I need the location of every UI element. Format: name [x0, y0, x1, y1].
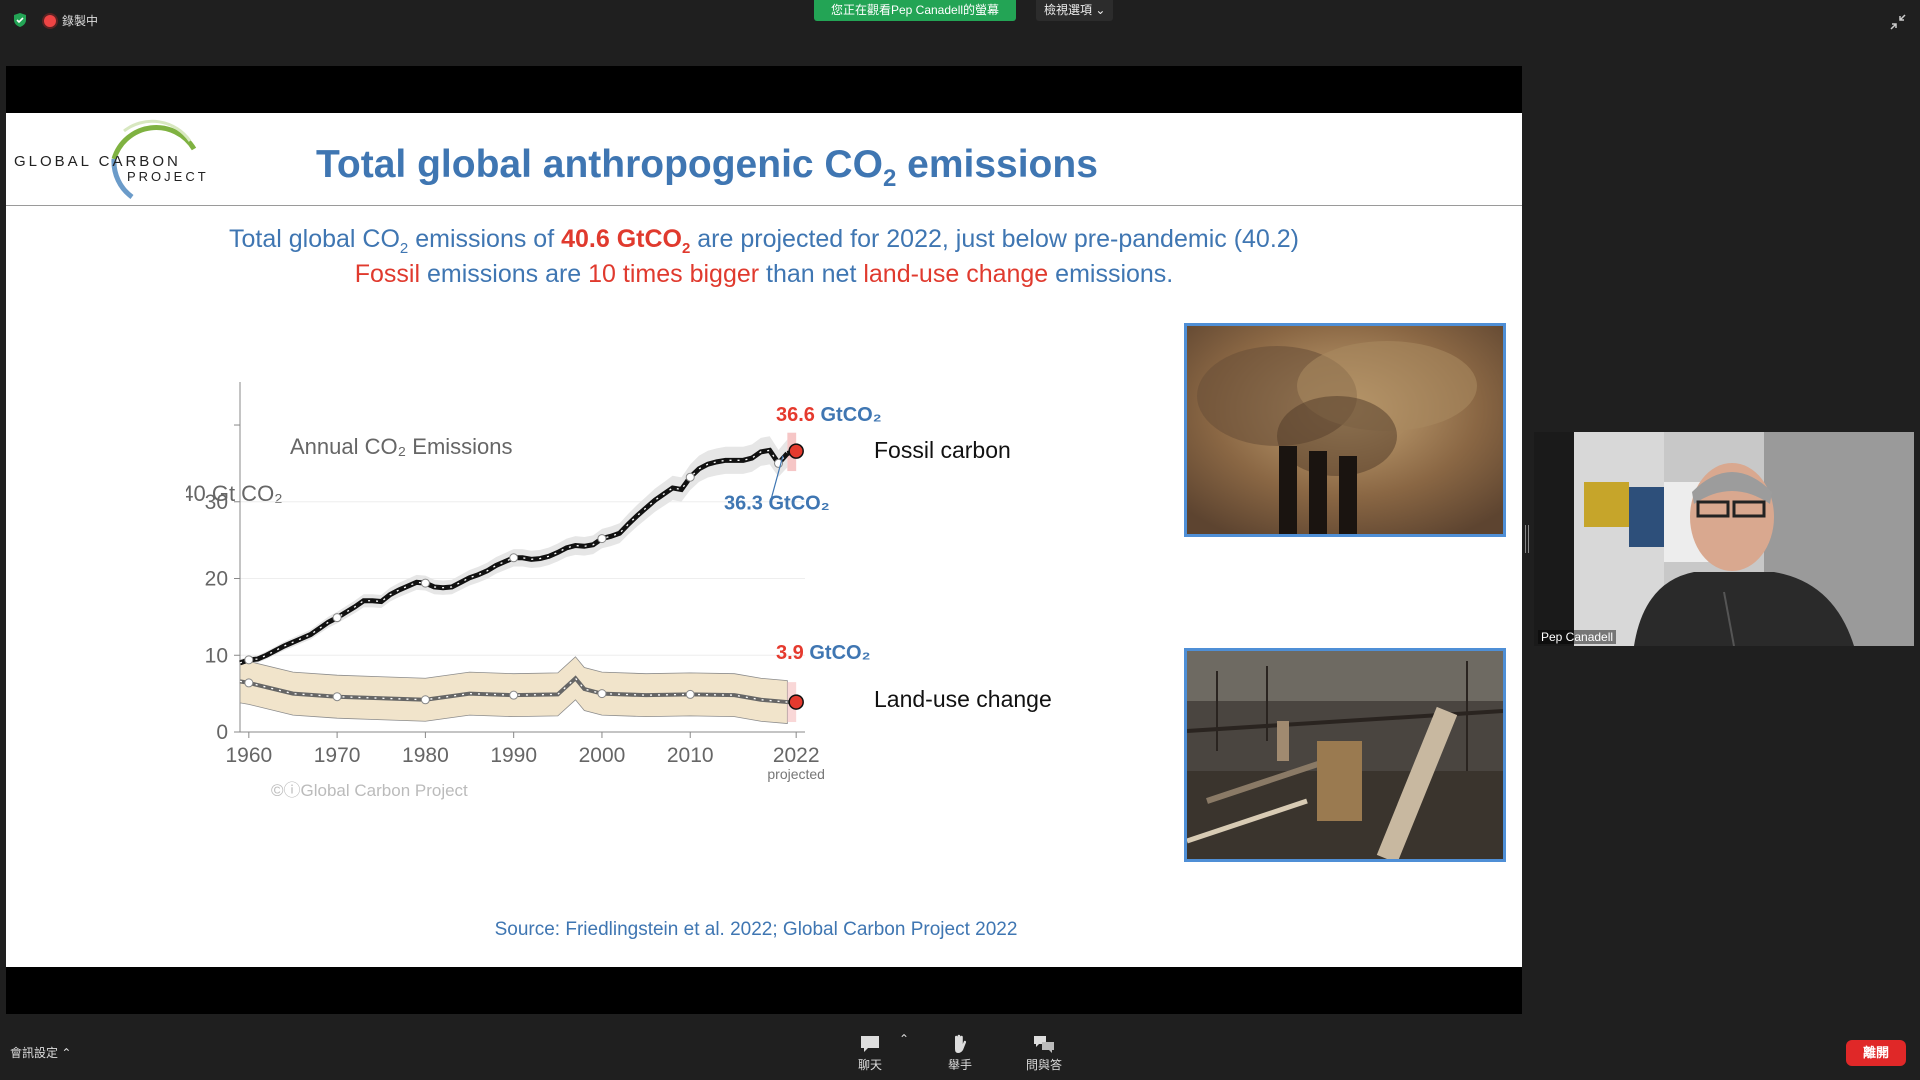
chat-icon: [861, 1036, 879, 1052]
deforestation-photo: [1184, 648, 1506, 862]
y-tick-label: 20: [205, 568, 228, 591]
luc-2022-label: 3.9 GtCO₂: [776, 642, 870, 664]
leave-button[interactable]: 離開: [1846, 1040, 1906, 1066]
y-tick-label: 0: [216, 721, 228, 744]
y-tick-label: 30: [205, 491, 228, 514]
audio-settings-button[interactable]: 會訊設定 ⌃: [10, 1046, 72, 1060]
view-options-button[interactable]: 檢視選項 ⌄: [1036, 0, 1114, 21]
logo-text-line1: GLOBAL CARBON: [14, 153, 181, 170]
shield-icon[interactable]: [12, 12, 28, 28]
x-tick-label: 2010: [667, 744, 714, 767]
qa-label: 問與答: [1025, 1058, 1062, 1072]
fossil-point: [685, 472, 695, 482]
shared-screen: GLOBAL CARBON PROJECT Total global anthr…: [6, 66, 1522, 1014]
participant-name-label: Pep Canadell: [1538, 630, 1617, 644]
x-tick-label: 1980: [402, 744, 449, 767]
participant-video-tile[interactable]: Pep Canadell: [1534, 432, 1914, 646]
hand-icon: [955, 1034, 967, 1053]
chart-title: Annual CO₂ Emissions: [290, 434, 513, 459]
x-tick-label: 2022: [773, 744, 820, 767]
fossil-point: [597, 534, 607, 544]
fossil-uncertainty-band: [240, 436, 788, 667]
panel-resize-handle[interactable]: [1525, 525, 1529, 553]
recording-icon: [44, 14, 56, 27]
luc-point: [420, 695, 430, 705]
recording-label: 錄製中: [62, 14, 99, 28]
fossil-point: [509, 553, 519, 563]
x-tick-note: projected: [767, 766, 825, 782]
fossil-point: [420, 578, 430, 588]
presentation-slide: GLOBAL CARBON PROJECT Total global anthr…: [6, 113, 1522, 967]
luc-uncertainty-band: [239, 656, 788, 724]
luc-point: [244, 678, 254, 688]
raise-hand-button[interactable]: 舉手: [930, 1032, 990, 1078]
chat-button[interactable]: 聊天: [840, 1032, 900, 1078]
fossil-2021-callout-line: [770, 455, 784, 499]
fossil-2022-label: 36.6 GtCO₂: [776, 404, 882, 426]
x-tick-label: 1960: [225, 744, 272, 767]
chat-options-chevron[interactable]: ⌃: [894, 1032, 914, 1078]
luc-point: [509, 690, 519, 700]
slide-title: Total global anthropogenic CO2 emissions: [316, 143, 1098, 192]
bottom-toolbar: 會訊設定 ⌃ 聊天 ⌃ 舉手 問與答 離開: [0, 1030, 1920, 1080]
chart-watermark: ©ⓘGlobal Carbon Project: [271, 781, 468, 800]
recording-indicator[interactable]: 錄製中: [44, 12, 98, 29]
y-tick-label: 10: [205, 644, 228, 667]
x-tick-label: 1990: [490, 744, 537, 767]
fossil-2021-label: 36.3 GtCO₂: [724, 492, 830, 514]
luc-point: [597, 689, 607, 699]
fossil-series-label: Fossil carbon: [874, 437, 1011, 463]
x-tick-label: 1970: [314, 744, 361, 767]
chevron-up-icon: ⌃: [898, 1032, 910, 1046]
viewing-screen-banner: 您正在觀看Pep Canadell的螢幕: [814, 0, 1016, 21]
participant-video-feed: [1534, 432, 1914, 646]
luc-point: [685, 689, 695, 699]
top-bar: 錄製中 您正在觀看Pep Canadell的螢幕 檢視選項 ⌄: [0, 0, 1920, 40]
luc-point: [332, 692, 342, 702]
global-carbon-project-logo: [111, 119, 197, 200]
chevron-up-icon: ⌃: [61, 1046, 72, 1060]
fossil-point: [332, 613, 342, 623]
logo-text-line2: PROJECT: [127, 169, 209, 184]
raise-hand-label: 舉手: [947, 1058, 972, 1072]
exit-fullscreen-icon[interactable]: [1888, 12, 1908, 32]
fossil-2022-point: [788, 443, 804, 459]
slide-subtitle-2: Fossil emissions are 10 times bigger tha…: [354, 260, 1174, 288]
luc-series-label: Land-use change: [874, 686, 1052, 712]
chat-label: 聊天: [857, 1058, 882, 1072]
x-tick-label: 2000: [579, 744, 626, 767]
luc-2022-point: [788, 694, 804, 710]
slide-header: GLOBAL CARBON PROJECT Total global anthr…: [6, 113, 1522, 206]
slide-source-citation: Source: Friedlingstein et al. 2022; Glob…: [494, 919, 1018, 940]
emissions-chart: Annual CO₂ Emissions 40 Gt CO₂ 010203019…: [186, 382, 1052, 800]
land-use-change-line: [239, 675, 788, 705]
fossil-point: [244, 655, 254, 665]
qa-icon: [1034, 1036, 1054, 1053]
smokestack-photo: [1184, 323, 1506, 537]
qa-button[interactable]: 問與答: [1014, 1032, 1074, 1078]
slide-subtitle-1: Total global CO2 emissions of 40.6 GtCO2…: [228, 225, 1299, 257]
